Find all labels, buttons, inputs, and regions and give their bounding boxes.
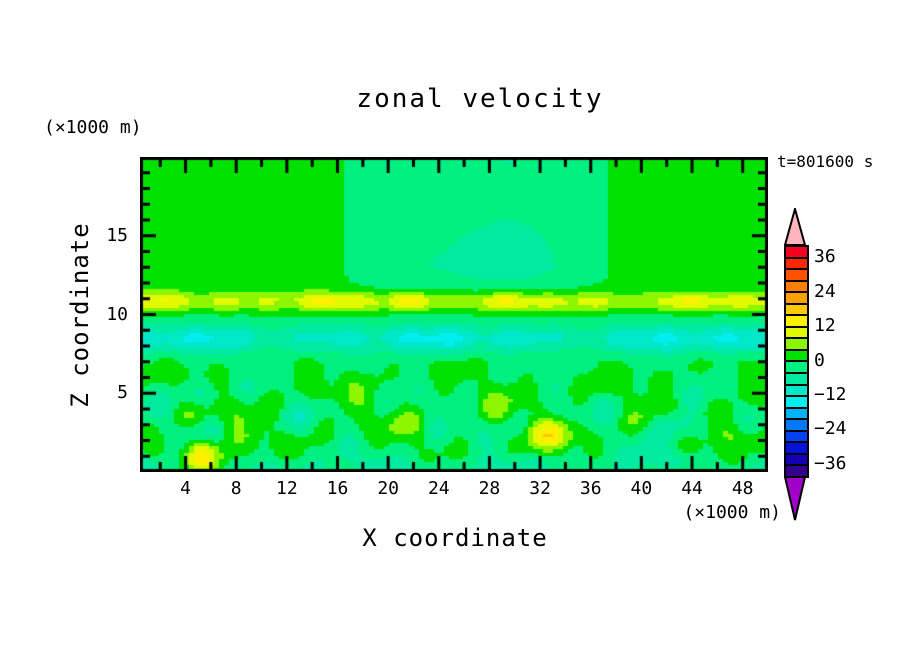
colorbar-chip	[786, 258, 807, 271]
colorbar-tick-label: 0	[814, 349, 825, 371]
colorbar-over-arrow	[784, 208, 807, 246]
colorbar-chip	[786, 374, 807, 386]
x-tick-label: 12	[276, 478, 298, 499]
colorbar-tick-label: −24	[814, 418, 847, 440]
colorbar-chip	[786, 454, 807, 467]
x-tick-label: 4	[180, 478, 191, 499]
x-tick-label: 20	[377, 478, 399, 499]
colorbar-chip	[786, 397, 807, 409]
contour-plot-area	[140, 157, 768, 472]
colorbar-chip	[786, 443, 807, 455]
x-tick-label: 24	[427, 478, 450, 499]
colorbar-under-arrow	[784, 476, 807, 521]
x-tick-label: 28	[478, 478, 501, 499]
colorbar-chip-stack	[784, 245, 809, 478]
colorbar-chip	[786, 281, 807, 294]
y-tick-label: 5	[117, 382, 128, 404]
colorbar: 36 24 12 0 −12 −24 −36	[784, 208, 904, 528]
colorbar-chip	[786, 408, 807, 421]
colorbar-tick-label: −36	[814, 452, 847, 474]
colorbar-tick-label: 36	[814, 246, 836, 268]
y-tick-label: 15	[106, 224, 128, 246]
colorbar-tick-label: 24	[814, 280, 836, 302]
x-tick-label: 44	[681, 478, 703, 499]
colorbar-chip	[786, 431, 807, 444]
colorbar-chip	[786, 362, 807, 375]
colorbar-chip	[786, 466, 807, 476]
colorbar-chip	[786, 293, 807, 305]
colorbar-chip	[786, 327, 807, 340]
x-tick-label: 36	[579, 478, 602, 499]
colorbar-chip	[786, 350, 807, 363]
x-tick-label: 32	[529, 478, 551, 499]
x-tick-label: 16	[326, 478, 349, 499]
colorbar-tick-label: −12	[814, 383, 847, 405]
x-tick-label: 48	[731, 478, 754, 499]
time-annotation: t=801600 s	[777, 152, 874, 171]
colorbar-chip	[786, 270, 807, 282]
y-tick-label: 10	[106, 303, 128, 325]
x-tick-label: 40	[630, 478, 653, 499]
contour-field-canvas	[140, 157, 768, 472]
colorbar-chip	[786, 339, 807, 351]
x-tick-label: 8	[230, 478, 242, 499]
colorbar-tick-label: 12	[814, 315, 836, 337]
colorbar-chip	[786, 316, 807, 328]
y-axis-unit-label: (×1000 m)	[44, 117, 142, 138]
colorbar-chip	[786, 247, 807, 259]
x-axis-unit-label: (×1000 m)	[683, 502, 781, 523]
colorbar-chip	[786, 385, 807, 398]
x-axis-title: X coordinate	[362, 524, 548, 552]
plot-title: zonal velocity	[356, 84, 604, 114]
colorbar-chip	[786, 420, 807, 432]
colorbar-chip	[786, 304, 807, 317]
